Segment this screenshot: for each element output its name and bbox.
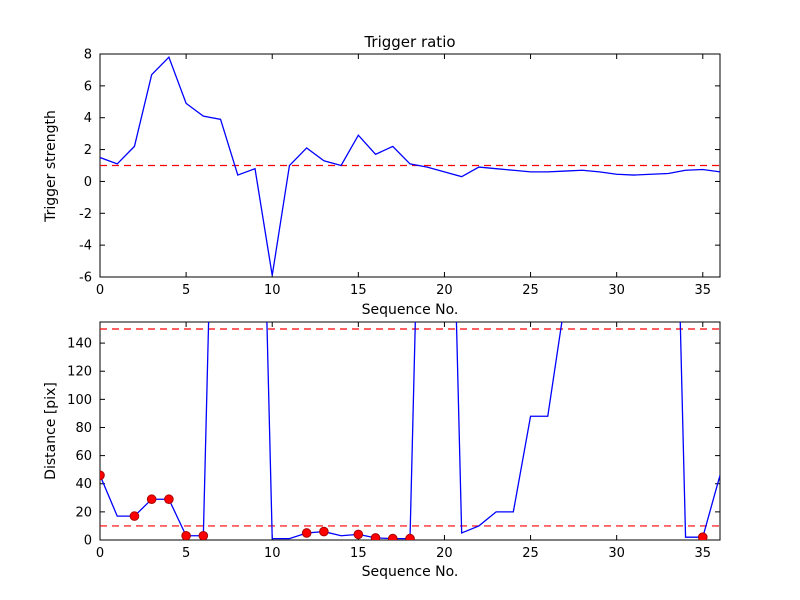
top-chart-ytick-label: 8: [84, 48, 92, 63]
bottom-chart-marker: [164, 494, 174, 505]
bottom-chart-marker: [319, 526, 329, 537]
top-chart-xtick-label: 0: [96, 283, 104, 298]
bottom-chart-ytick-label: 20: [75, 505, 92, 520]
top-chart-xtick-label: 10: [264, 283, 281, 298]
top-chart-ytick-label: 4: [84, 111, 92, 126]
top-chart-ytick-label: -2: [79, 207, 92, 222]
top-chart-ylabel: Trigger strength: [43, 110, 59, 222]
bottom-chart-marker: [100, 470, 105, 481]
top-chart-xtick-label: 20: [436, 283, 453, 298]
bottom-chart-xtick-label: 25: [522, 546, 539, 561]
top-chart-ytick-label: -4: [79, 239, 92, 254]
bottom-chart-xtick-label: 5: [182, 546, 190, 561]
bottom-chart-marker: [387, 533, 398, 540]
bottom-chart-marker: [198, 530, 209, 540]
bottom-chart-marker: [370, 533, 381, 540]
bottom-chart-marker: [697, 532, 708, 540]
bottom-chart-ytick-label: 40: [75, 477, 92, 492]
bottom-chart-xtick-label: 15: [350, 546, 367, 561]
top-chart-xtick-label: 5: [182, 283, 190, 298]
top-chart-ytick-label: 2: [84, 143, 92, 158]
bottom-chart-ytick-label: 60: [75, 449, 92, 464]
bottom-chart-ytick-label: 120: [67, 365, 92, 380]
bottom-chart-ytick-label: 140: [67, 337, 92, 352]
bottom-chart-marker: [146, 494, 157, 505]
bottom-chart-marker: [405, 533, 415, 540]
bottom-chart-marker: [301, 528, 312, 538]
top-chart-ytick-label: 0: [84, 175, 92, 190]
bottom-chart-ytick-label: 0: [84, 534, 92, 549]
top-chart: 0 5 10 15 20 25 30 35 -6 -4 -2 0 2 4 6 8: [79, 48, 721, 298]
top-chart-frame: [99, 53, 721, 278]
bottom-chart-xlabel: Sequence No.: [361, 564, 459, 580]
bottom-chart-marker: [181, 530, 191, 540]
top-chart-ytick-label: 6: [84, 79, 92, 94]
bottom-chart-ylabel: Distance [pix]: [43, 382, 59, 480]
bottom-chart-ytick-label: 80: [75, 421, 92, 436]
top-chart-xtick-label: 30: [608, 283, 625, 298]
bottom-chart-frame: [99, 321, 721, 541]
top-chart-ytick-label: -6: [79, 271, 92, 286]
top-chart-xtick-label: 15: [350, 283, 367, 298]
top-chart-data-line: [100, 56, 720, 276]
bottom-chart-xtick-label: 35: [695, 546, 712, 561]
bottom-chart-xtick-label: 10: [264, 546, 281, 561]
bottom-chart-ytick-label: 100: [67, 393, 92, 408]
bottom-chart-marker: [353, 529, 364, 540]
top-chart-xtick-label: 25: [522, 283, 539, 298]
top-chart-xtick-label: 35: [695, 283, 712, 298]
bottom-chart-xtick-label: 20: [436, 546, 453, 561]
bottom-chart: 0 5 10 15 20 25 30 35 0 20 40 60 80 100 120 140: [67, 321, 721, 561]
top-chart-title: Trigger ratio: [364, 33, 456, 51]
bottom-chart-xtick-label: 30: [608, 546, 625, 561]
top-chart-xlabel: Sequence No.: [361, 302, 459, 318]
bottom-chart-marker: [129, 511, 140, 521]
bottom-chart-xtick-label: 0: [96, 546, 104, 561]
